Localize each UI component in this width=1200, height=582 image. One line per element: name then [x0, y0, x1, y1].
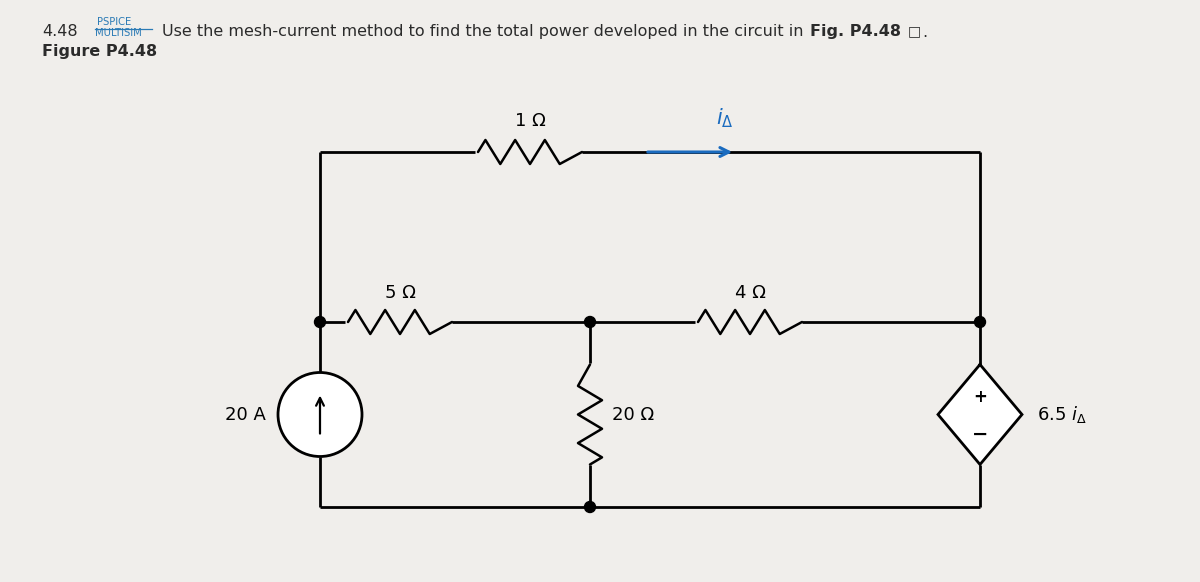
Text: 20 A: 20 A	[226, 406, 266, 424]
Text: PSPICE: PSPICE	[97, 17, 131, 27]
Text: 1 Ω: 1 Ω	[515, 112, 545, 130]
Circle shape	[278, 372, 362, 456]
Circle shape	[584, 317, 595, 328]
Text: 20 Ω: 20 Ω	[612, 406, 654, 424]
Polygon shape	[938, 364, 1022, 464]
Text: Fig. P4.48: Fig. P4.48	[810, 24, 901, 39]
Text: MULTISIM: MULTISIM	[95, 28, 142, 38]
Text: −: −	[972, 425, 988, 444]
Text: Use the mesh-current method to find the total power developed in the circuit in: Use the mesh-current method to find the …	[162, 24, 809, 39]
Circle shape	[314, 317, 325, 328]
Text: 5 Ω: 5 Ω	[384, 284, 415, 302]
Text: Figure P4.48: Figure P4.48	[42, 44, 157, 59]
Text: .: .	[922, 25, 928, 40]
Text: 4.48: 4.48	[42, 24, 78, 39]
Circle shape	[584, 502, 595, 513]
Text: $i_{\Delta}$: $i_{\Delta}$	[716, 107, 734, 130]
Text: 4 Ω: 4 Ω	[734, 284, 766, 302]
Text: +: +	[973, 388, 986, 406]
Text: □: □	[908, 24, 922, 38]
Text: 6.5 $i_{\Delta}$: 6.5 $i_{\Delta}$	[1037, 404, 1087, 425]
Circle shape	[974, 317, 985, 328]
